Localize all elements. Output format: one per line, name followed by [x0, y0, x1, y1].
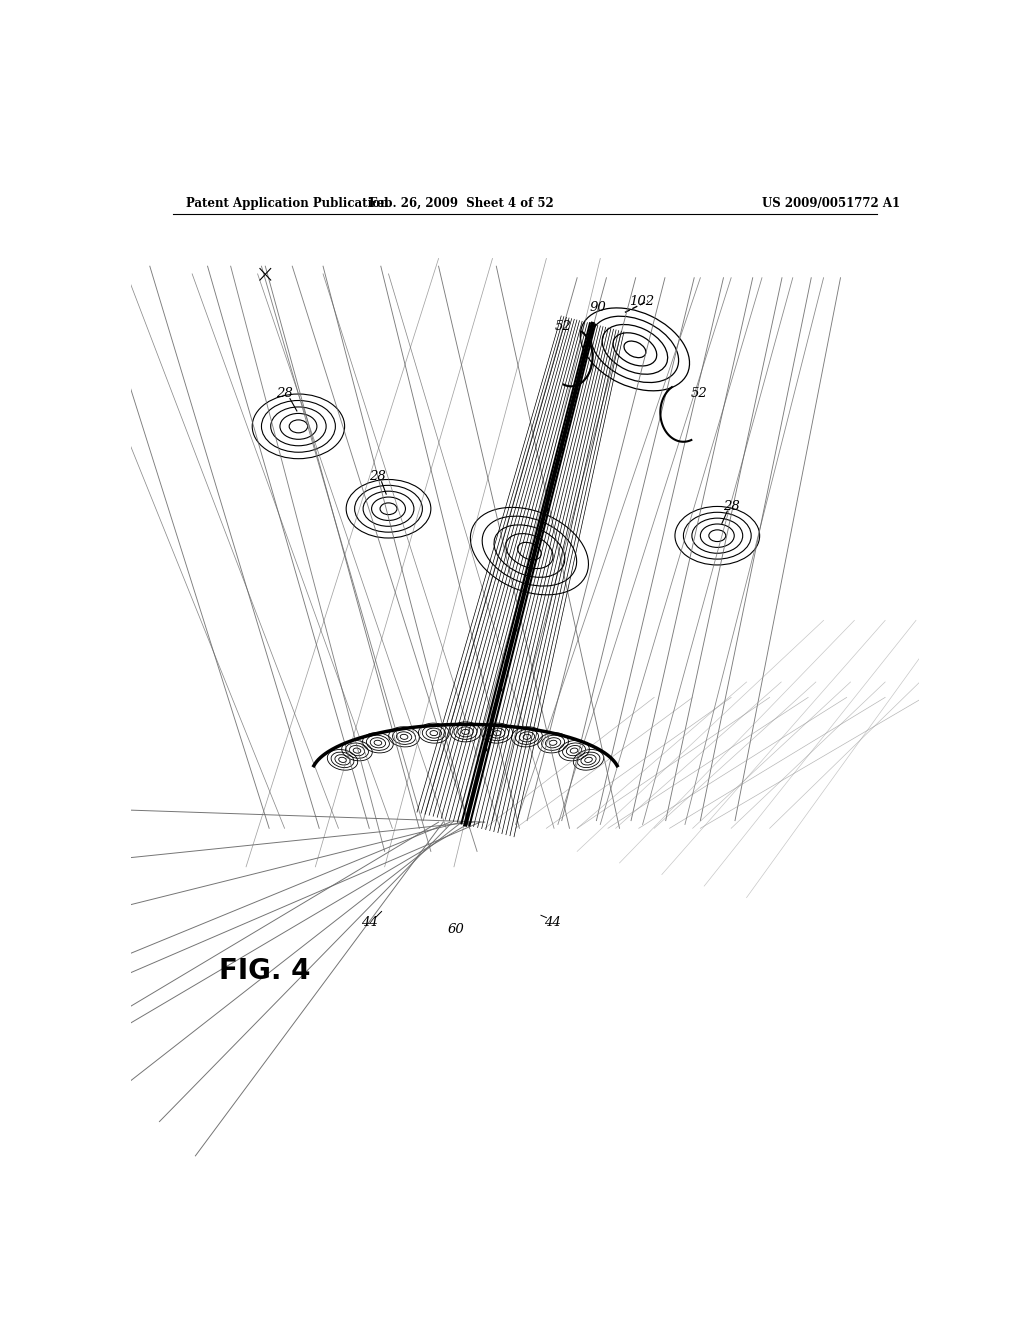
Text: Patent Application Publication: Patent Application Publication — [186, 197, 388, 210]
Text: 28: 28 — [369, 470, 385, 483]
Text: FIG. 4: FIG. 4 — [219, 957, 310, 985]
Text: 60: 60 — [447, 924, 464, 936]
Text: 44: 44 — [360, 916, 378, 929]
Text: US 2009/0051772 A1: US 2009/0051772 A1 — [762, 197, 900, 210]
Text: 102: 102 — [630, 296, 654, 308]
Text: Feb. 26, 2009  Sheet 4 of 52: Feb. 26, 2009 Sheet 4 of 52 — [370, 197, 554, 210]
Text: 28: 28 — [276, 387, 293, 400]
Text: 28: 28 — [723, 500, 739, 513]
Text: 90: 90 — [590, 301, 606, 314]
Text: 44: 44 — [544, 916, 561, 929]
Text: 52: 52 — [555, 319, 571, 333]
Text: 52: 52 — [690, 387, 708, 400]
